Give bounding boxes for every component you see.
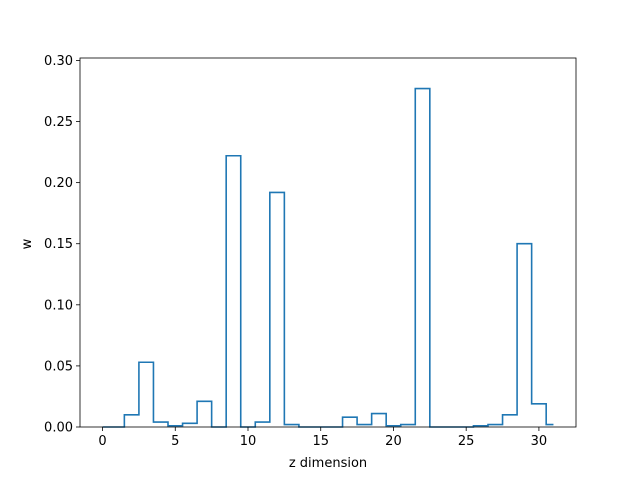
y-tick-label: 0.30 <box>44 54 73 69</box>
y-tick-label: 0.10 <box>44 298 73 313</box>
y-tick-label: 0.25 <box>44 115 73 130</box>
y-tick-label: 0.00 <box>44 421 73 436</box>
x-tick-label: 5 <box>171 434 179 449</box>
x-tick-label: 30 <box>531 434 548 449</box>
axes: 0 5 10 15 20 25 30 0.00 0.05 0.10 0.15 0.20 0.25 0.30 <box>44 54 577 449</box>
x-axis-label: z dimension <box>289 456 367 471</box>
y-tick-label: 0.20 <box>44 176 73 191</box>
y-axis-label: w <box>20 238 35 249</box>
x-tick-label: 10 <box>240 434 257 449</box>
x-tick-label: 25 <box>458 434 475 449</box>
x-tick-label: 0 <box>98 434 106 449</box>
y-tick-label: 0.15 <box>44 237 73 252</box>
x-tick-label: 15 <box>312 434 329 449</box>
x-tick-label: 20 <box>385 434 402 449</box>
y-tick-label: 0.05 <box>44 359 73 374</box>
axes-frame <box>79 57 577 428</box>
